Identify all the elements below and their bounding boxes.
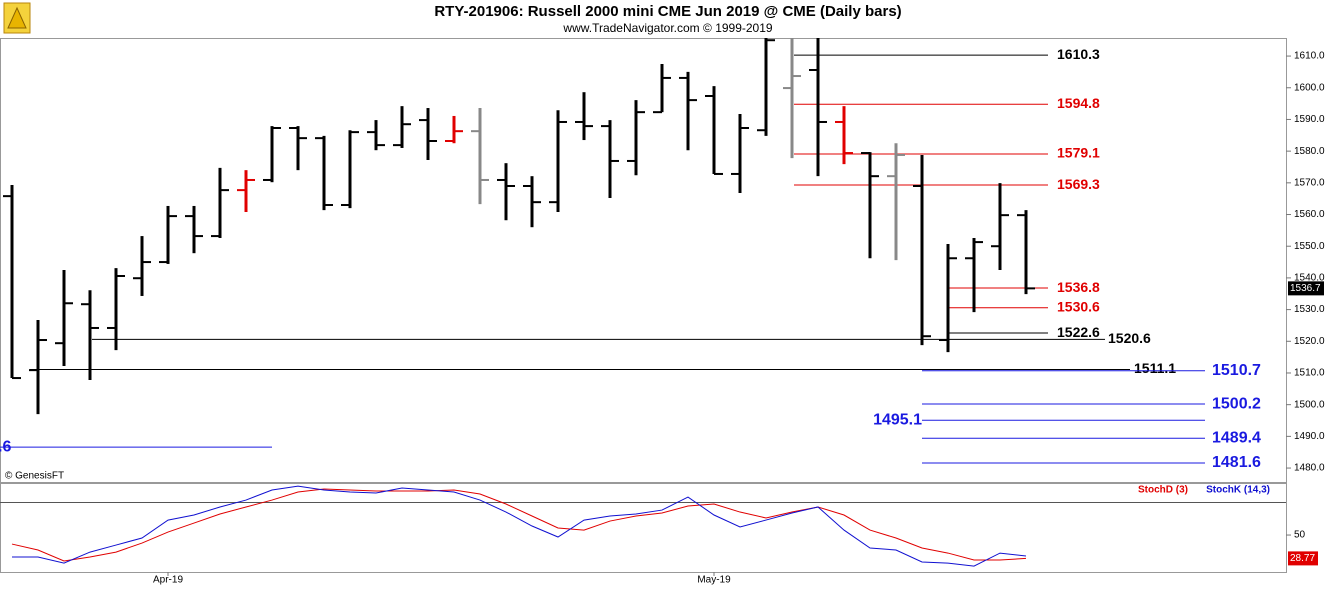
chart-title: RTY-201906: Russell 2000 mini CME Jun 20… <box>434 3 901 20</box>
level-label: 1510.7 <box>1212 362 1261 379</box>
level-label: 1522.6 <box>1057 324 1100 340</box>
level-label: 1530.6 <box>1057 298 1100 314</box>
y-tick-label: 1500.0 <box>1294 399 1325 410</box>
last-value-label: 28.77 <box>1290 553 1315 564</box>
y-tick-label: 1530.0 <box>1294 304 1325 315</box>
y-tick-label: 1610.0 <box>1294 51 1325 62</box>
x-tick-label: Apr-19 <box>153 575 183 586</box>
logo-mark <box>7 6 27 29</box>
level-label: 1594.8 <box>1057 95 1100 111</box>
level-label: 1579.1 <box>1057 145 1100 161</box>
y-tick-label: 1560.0 <box>1294 209 1325 220</box>
level-label: 1511.1 <box>1134 360 1176 376</box>
y-tick-label: 1520.0 <box>1294 336 1325 347</box>
level-label: 1569.3 <box>1057 176 1100 192</box>
y-tick-label: 1480.0 <box>1294 463 1325 474</box>
stoch-line <box>11 488 1027 562</box>
stoch-line <box>12 485 1027 567</box>
source: © GenesisFT <box>5 471 64 482</box>
y-tick-label: 1600.0 <box>1294 82 1325 93</box>
level-label: 1520.6 <box>1108 330 1151 346</box>
last-price-label: 1536.7 <box>1290 283 1321 294</box>
stoch-panel <box>0 483 1287 573</box>
level-label: 1489.4 <box>1212 429 1261 446</box>
y-tick-label: 1540.0 <box>1294 273 1325 284</box>
price-panel <box>0 38 1287 483</box>
y-tick-label: 1570.0 <box>1294 177 1325 188</box>
level-label: 1500.2 <box>1212 395 1261 412</box>
level-label: 1610.3 <box>1057 46 1100 62</box>
chart-subtitle: www.TradeNavigator.com © 1999-2019 <box>562 21 772 35</box>
y-tick-label: 1590.0 <box>1294 114 1325 125</box>
level-label: 1481.6 <box>1212 454 1261 471</box>
y-tick-label: 50 <box>1294 530 1306 541</box>
level-label: 1536.8 <box>1057 279 1100 295</box>
y-tick-label: 1550.0 <box>1294 241 1325 252</box>
level-label: 1495.1 <box>873 411 922 428</box>
last-price-box <box>1288 281 1324 296</box>
y-tick-label: 1490.0 <box>1294 431 1325 442</box>
x-tick-label: May-19 <box>697 575 731 586</box>
logo <box>3 2 31 34</box>
level-label: .6 <box>0 438 11 455</box>
y-tick-label: 1510.0 <box>1294 368 1325 379</box>
last-value-box <box>1288 551 1318 566</box>
legend-entry: StochD (3) <box>1138 485 1188 496</box>
legend-entry: StochK (14,3) <box>1206 485 1270 496</box>
y-tick-label: 1580.0 <box>1294 146 1325 157</box>
